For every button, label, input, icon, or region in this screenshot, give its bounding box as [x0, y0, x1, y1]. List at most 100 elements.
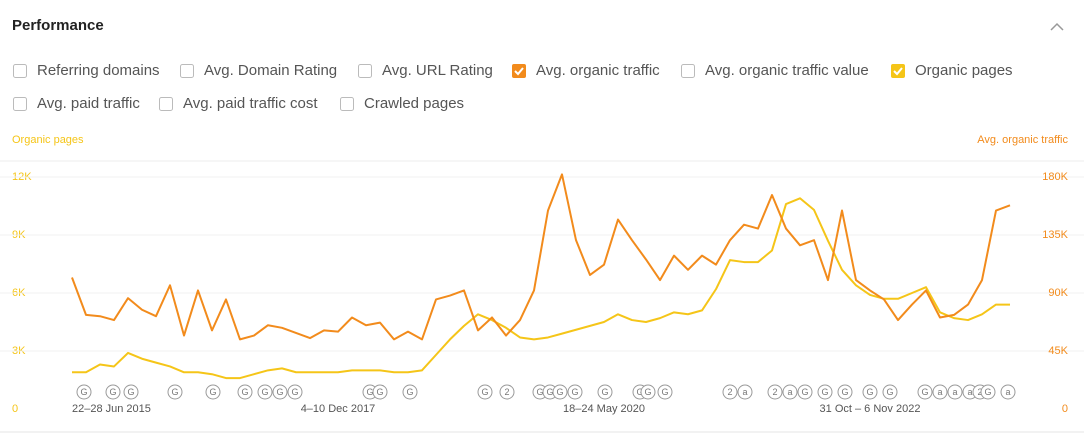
event-marker[interactable] [817, 384, 833, 400]
event-marker[interactable] [882, 384, 898, 400]
checkmark [893, 67, 903, 76]
panel-title: Performance [12, 17, 104, 34]
checkbox[interactable] [13, 97, 27, 111]
event-label: 2 [504, 387, 509, 397]
event-label: G [821, 387, 828, 397]
x-tick-label: 18–24 May 2020 [563, 403, 645, 415]
event-marker[interactable] [552, 384, 568, 400]
event-label: a [967, 387, 972, 397]
event-marker[interactable] [947, 384, 963, 400]
event-marker[interactable] [167, 384, 183, 400]
event-label: G [866, 387, 873, 397]
event-marker[interactable] [737, 384, 753, 400]
event-label: G [276, 387, 283, 397]
y2-tick-label: 180K [1042, 171, 1068, 183]
event-marker[interactable] [499, 384, 515, 400]
event-label: G [546, 387, 553, 397]
event-label: G [536, 387, 543, 397]
checkbox[interactable] [13, 64, 27, 78]
event-label: G [886, 387, 893, 397]
event-label: 2 [977, 387, 982, 397]
event-label: a [742, 387, 747, 397]
checkbox[interactable] [358, 64, 372, 78]
event-marker[interactable] [722, 384, 738, 400]
y2-tick-label: 135K [1042, 229, 1068, 241]
event-marker[interactable] [980, 384, 996, 400]
filter-label[interactable]: Avg. Domain Rating [204, 62, 337, 79]
event-marker[interactable] [797, 384, 813, 400]
filter-label[interactable]: Organic pages [915, 62, 1013, 79]
event-marker[interactable] [257, 384, 273, 400]
checkbox-checked[interactable] [512, 64, 526, 78]
filter-label[interactable]: Avg. paid traffic cost [183, 95, 318, 112]
event-label: G [406, 387, 413, 397]
event-marker[interactable] [782, 384, 798, 400]
event-label: G [209, 387, 216, 397]
y-axis-title: Organic pages [12, 134, 84, 146]
event-label: G [366, 387, 373, 397]
checkbox[interactable] [180, 64, 194, 78]
event-marker[interactable] [76, 384, 92, 400]
event-marker[interactable] [477, 384, 493, 400]
event-label: a [787, 387, 792, 397]
event-marker[interactable] [767, 384, 783, 400]
y-tick-label: 0 [12, 403, 18, 415]
event-marker[interactable] [123, 384, 139, 400]
event-label: G [109, 387, 116, 397]
event-marker[interactable] [372, 384, 388, 400]
checkbox-checked[interactable] [891, 64, 905, 78]
event-label: 2 [727, 387, 732, 397]
x-tick-label: 31 Oct – 6 Nov 2022 [820, 403, 921, 415]
checkmark [514, 67, 524, 76]
event-marker[interactable] [567, 384, 583, 400]
filter-label[interactable]: Avg. organic traffic value [705, 62, 869, 79]
y2-axis-title: Avg. organic traffic [977, 134, 1068, 146]
event-label: G [636, 387, 643, 397]
event-label: a [937, 387, 942, 397]
event-label: G [801, 387, 808, 397]
collapse-button[interactable] [1050, 22, 1064, 31]
event-marker[interactable] [272, 384, 288, 400]
event-marker[interactable] [932, 384, 948, 400]
filter-label[interactable]: Avg. URL Rating [382, 62, 493, 79]
filter-label[interactable]: Avg. organic traffic [536, 62, 660, 79]
event-marker[interactable] [657, 384, 673, 400]
x-tick-label: 22–28 Jun 2015 [72, 403, 151, 415]
filter-label[interactable]: Avg. paid traffic [37, 95, 140, 112]
event-marker[interactable] [837, 384, 853, 400]
event-label: G [127, 387, 134, 397]
event-marker[interactable] [597, 384, 613, 400]
event-label: G [841, 387, 848, 397]
event-label: G [921, 387, 928, 397]
checkbox[interactable] [340, 97, 354, 111]
event-label: G [644, 387, 651, 397]
series-line [72, 197, 1010, 380]
event-marker[interactable] [917, 384, 933, 400]
event-marker[interactable] [640, 384, 656, 400]
event-marker[interactable] [287, 384, 303, 400]
event-label: G [376, 387, 383, 397]
x-tick-label: 4–10 Dec 2017 [301, 403, 376, 415]
event-marker[interactable] [205, 384, 221, 400]
event-label: G [556, 387, 563, 397]
y2-tick-label: 90K [1048, 287, 1068, 299]
event-marker[interactable] [1000, 384, 1016, 400]
event-marker[interactable] [402, 384, 418, 400]
event-marker[interactable] [105, 384, 121, 400]
event-label: G [571, 387, 578, 397]
filter-label[interactable]: Referring domains [37, 62, 160, 79]
checkbox[interactable] [159, 97, 173, 111]
event-label: G [241, 387, 248, 397]
y2-tick-label: 45K [1048, 345, 1068, 357]
y2-tick-label: 0 [1062, 403, 1068, 415]
checkbox[interactable] [681, 64, 695, 78]
event-label: G [291, 387, 298, 397]
filter-label[interactable]: Crawled pages [364, 95, 464, 112]
event-label: G [80, 387, 87, 397]
event-marker[interactable] [862, 384, 878, 400]
series-line [71, 173, 1011, 341]
event-label: a [952, 387, 957, 397]
event-marker[interactable] [237, 384, 253, 400]
event-label: G [661, 387, 668, 397]
